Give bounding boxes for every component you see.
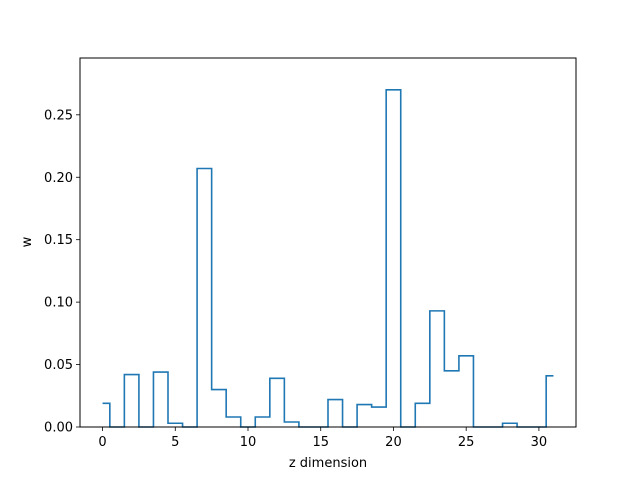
x-axis-ticks: 0 5 10 15 20 25 30: [98, 427, 547, 450]
y-axis-ticks: 0.00 0.05 0.10 0.15 0.20 0.25: [44, 108, 80, 436]
x-tick-label: 30: [531, 435, 548, 450]
x-axis-label: z dimension: [289, 456, 367, 471]
x-tick-label: 15: [312, 435, 329, 450]
x-tick-label: 0: [98, 435, 106, 450]
y-tick-label: 0.00: [44, 421, 73, 436]
y-tick-label: 0.15: [44, 233, 73, 248]
y-tick-label: 0.20: [44, 171, 73, 186]
x-tick-label: 25: [458, 435, 475, 450]
plot-frame: [79, 57, 577, 428]
x-tick-label: 5: [171, 435, 179, 450]
y-tick-label: 0.25: [44, 108, 73, 123]
x-tick-label: 10: [240, 435, 257, 450]
y-tick-label: 0.05: [44, 358, 73, 373]
y-tick-label: 0.10: [44, 296, 73, 311]
x-tick-label: 20: [385, 435, 402, 450]
plot-area: [80, 58, 576, 427]
y-axis-label: w: [20, 236, 35, 247]
